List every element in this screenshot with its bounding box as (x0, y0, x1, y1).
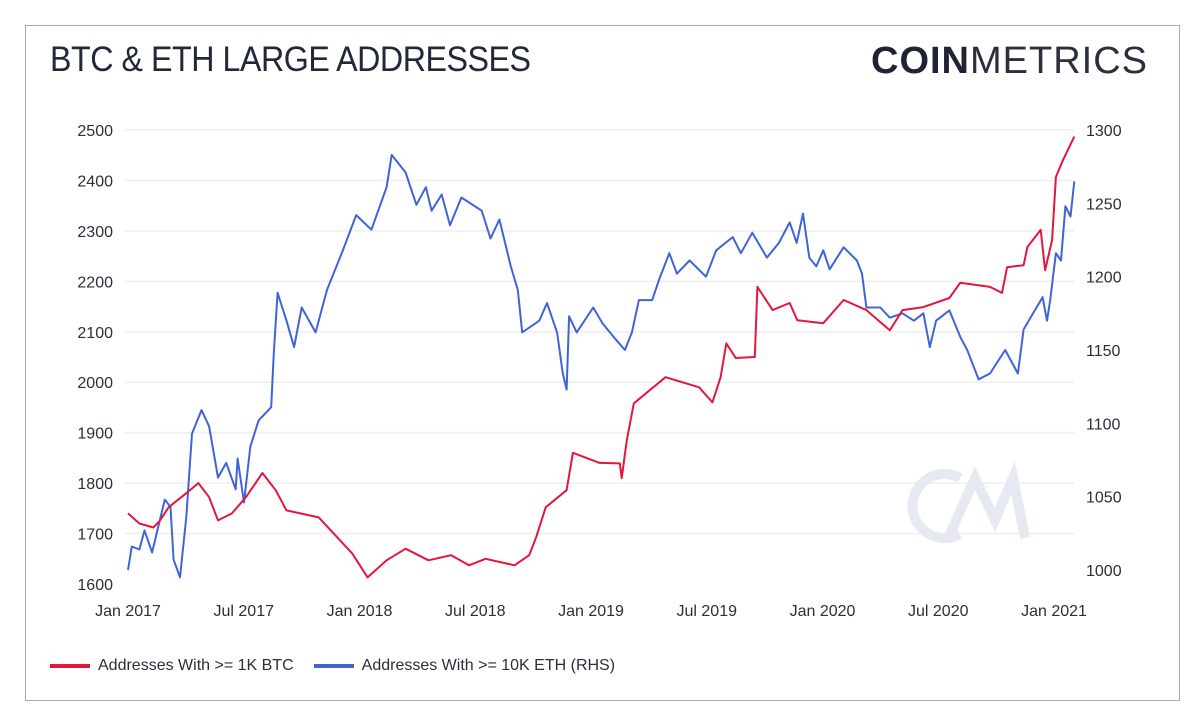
x-tick: Jul 2018 (445, 603, 506, 620)
y-right-tick: 1050 (1086, 490, 1122, 507)
legend-swatch-btc (50, 664, 90, 668)
legend-item-eth[interactable]: Addresses With >= 10K ETH (RHS) (313, 657, 616, 675)
eth-series-line (127, 153, 1076, 579)
legend-swatch-eth (313, 664, 354, 668)
x-tick: Jul 2017 (214, 603, 275, 620)
x-tick: Jul 2020 (908, 603, 969, 620)
y-right-tick: 1300 (1086, 123, 1122, 140)
cm-watermark (907, 461, 1030, 543)
y-left-tick: 2500 (77, 123, 113, 140)
y-left-tick: 1600 (77, 577, 113, 594)
chart-title: BTC & ETH LARGE ADDRESSES (50, 40, 531, 79)
legend-item-btc[interactable]: Addresses With >= 1K BTC (50, 657, 294, 675)
y-left-tick: 2200 (77, 274, 113, 291)
y-left-tick: 2400 (77, 173, 113, 190)
y-left-tick: 2300 (77, 224, 113, 241)
x-tick: Jan 2018 (327, 603, 393, 620)
y-right-tick: 1200 (1086, 270, 1122, 287)
coinmetrics-logo: COINMETRICS (871, 40, 1148, 83)
legend-label-btc: Addresses With >= 1K BTC (98, 657, 294, 674)
y-left-tick: 2000 (77, 375, 113, 392)
btc-series-line (127, 136, 1076, 579)
x-tick: Jan 2019 (558, 603, 624, 620)
y-left-tick: 1800 (77, 476, 113, 493)
x-tick: Jan 2021 (1021, 603, 1087, 620)
x-tick: Jul 2019 (677, 603, 738, 620)
logo-bold: COIN (871, 40, 970, 82)
y-right-tick: 1150 (1086, 343, 1121, 360)
x-tick: Jan 2020 (790, 603, 856, 620)
legend: Addresses With >= 1K BTC Addresses With … (50, 657, 635, 675)
chart-frame (25, 25, 1180, 701)
logo-light: METRICS (970, 40, 1148, 82)
y-right-tick: 1100 (1086, 416, 1121, 433)
y-left-tick: 1900 (77, 426, 113, 443)
y-left-tick: 1700 (77, 527, 113, 544)
x-tick: Jan 2017 (95, 603, 161, 620)
y-left-tick: 2100 (77, 325, 113, 342)
y-right-tick: 1250 (1086, 196, 1122, 213)
legend-label-eth: Addresses With >= 10K ETH (RHS) (361, 657, 616, 674)
y-right-tick: 1000 (1086, 563, 1122, 580)
